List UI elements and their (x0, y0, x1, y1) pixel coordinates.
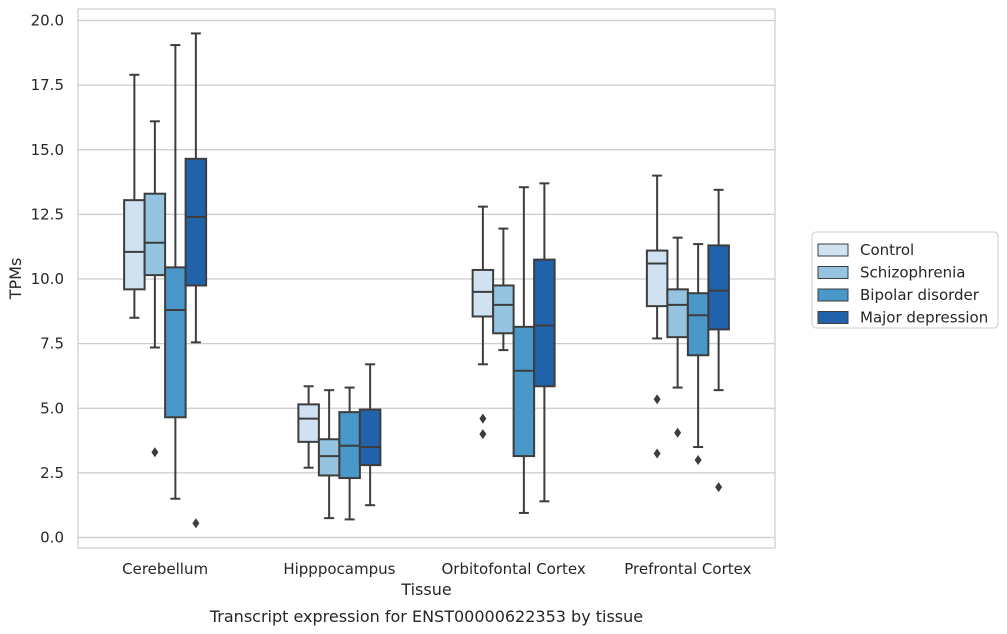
legend-swatch (817, 266, 849, 279)
box (512, 186, 536, 514)
box (471, 205, 495, 440)
y-tick-label: 10.0 (31, 270, 64, 288)
outlier-point (479, 413, 487, 424)
outlier-point (653, 394, 661, 405)
box (492, 227, 515, 352)
box-iqr (512, 325, 536, 458)
box (317, 389, 341, 520)
box (358, 363, 382, 507)
grid-lines (78, 19, 775, 539)
legend-swatch (817, 311, 849, 324)
outlier-point (653, 448, 661, 459)
legend-swatch (817, 288, 849, 302)
outlier-point (151, 447, 159, 458)
box (184, 32, 208, 529)
box-iqr (164, 266, 187, 419)
box-series (123, 32, 730, 529)
legend-swatch (817, 243, 849, 257)
outlier-point (715, 482, 723, 493)
box-iqr (143, 192, 167, 277)
x-tick-label: Hipppocampus (283, 560, 395, 578)
box-iqr (184, 157, 208, 287)
box-iqr (471, 268, 495, 318)
outlier-point (674, 427, 682, 438)
box (645, 174, 669, 459)
x-tick-label: Prefrontal Cortex (624, 560, 751, 578)
x-tick-labels: Cerebellum Hipppocampus Orbitofontal Corte… (122, 560, 751, 578)
box (666, 236, 689, 438)
box-iqr (358, 408, 382, 467)
legend-label: Bipolar disorder (860, 286, 980, 304)
box-iqr (645, 249, 669, 308)
x-tick-label: Orbitofontal Cortex (442, 560, 586, 578)
figure-caption: Transcript expression for ENST0000062235… (209, 607, 643, 626)
legend-label: Schizophrenia (860, 264, 965, 282)
box (338, 386, 361, 521)
box-iqr (533, 258, 556, 388)
y-tick-label: 20.0 (31, 12, 64, 30)
box-iqr (707, 244, 730, 331)
box (686, 243, 710, 465)
y-tick-label: 7.5 (40, 335, 64, 353)
legend-frame (811, 231, 999, 329)
box-iqr (123, 199, 146, 291)
legend: Control Schizophrenia Bipolar disorder Majo… (811, 231, 999, 329)
y-tick-label: 5.0 (40, 399, 64, 417)
y-tick-label: 0.0 (40, 529, 64, 547)
box (164, 44, 187, 500)
y-tick-label: 17.5 (31, 76, 64, 94)
y-tick-label: 12.5 (31, 205, 64, 223)
y-tick-label: 15.0 (31, 141, 64, 159)
outlier-point (192, 518, 200, 529)
box-iqr (317, 438, 341, 477)
box-iqr (297, 403, 320, 443)
x-tick-label: Cerebellum (122, 560, 208, 578)
plot-frame (77, 8, 776, 549)
x-axis-label: Tissue (400, 580, 451, 599)
y-axis-label: TPMs (6, 258, 25, 301)
box (533, 182, 556, 503)
box (143, 120, 167, 458)
box-iqr (686, 292, 710, 357)
y-tick-labels: 0.0 2.5 5.0 7.5 10.0 12.5 15.0 17.5 20.0 (31, 12, 64, 547)
legend-label: Control (860, 241, 914, 259)
y-tick-label: 2.5 (40, 464, 64, 482)
legend-label: Major depression (860, 309, 988, 327)
outlier-point (694, 454, 702, 465)
box-iqr (492, 284, 515, 335)
outlier-point (479, 429, 487, 440)
box-iqr (666, 288, 689, 339)
box (707, 188, 730, 493)
box (297, 385, 320, 469)
